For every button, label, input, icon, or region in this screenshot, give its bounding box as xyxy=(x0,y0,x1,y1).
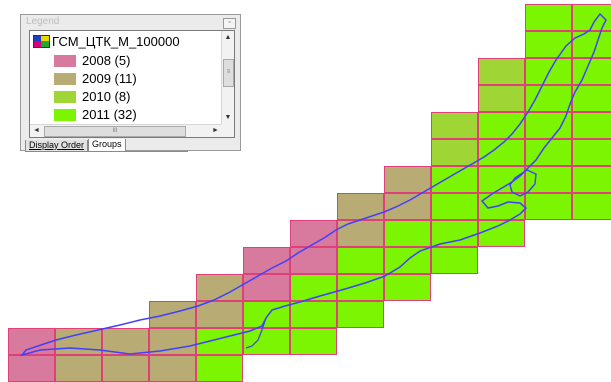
map-tile xyxy=(572,31,611,58)
map-tile xyxy=(149,355,196,382)
map-tile xyxy=(431,139,478,166)
tab-display-order[interactable]: Display Order xyxy=(25,140,89,152)
scrollbar-corner xyxy=(221,124,234,137)
map-tile xyxy=(572,139,611,166)
scroll-up-icon[interactable]: ▲ xyxy=(224,34,232,41)
legend-class-2009: 2009 (11) xyxy=(54,70,137,87)
legend-title: Legend xyxy=(26,16,60,27)
map-tile xyxy=(8,355,55,382)
scroll-right-icon[interactable]: ► xyxy=(212,127,219,134)
legend-class-2008: 2008 (5) xyxy=(54,52,130,69)
map-tile xyxy=(431,166,478,193)
legend-horizontal-scrollbar[interactable]: ◄ III ► xyxy=(30,124,222,137)
legend-layer-row[interactable]: ГСМ_ЦТК_М_100000 xyxy=(33,33,180,50)
island-path xyxy=(509,169,537,197)
map-tile xyxy=(572,193,611,220)
map-tile xyxy=(290,301,337,328)
map-tile xyxy=(478,85,525,112)
map-tile xyxy=(525,85,572,112)
map-tile xyxy=(55,355,102,382)
class-label: 2011 (32) xyxy=(82,107,137,122)
swatch-2009 xyxy=(54,72,76,85)
map-tile xyxy=(525,31,572,58)
map-tile xyxy=(525,193,572,220)
map-tile xyxy=(337,301,384,328)
map-tile xyxy=(384,166,431,193)
legend-tabs: Display Order Groups xyxy=(25,139,188,152)
legend-content: ГСМ_ЦТК_М_100000 2008 (5) 2009 (11) 2010… xyxy=(29,30,235,138)
map-tile xyxy=(431,112,478,139)
map-tile xyxy=(290,220,337,247)
map-tile xyxy=(384,274,431,301)
legend-vertical-scrollbar[interactable]: ▲ ≡ ▼ xyxy=(221,31,234,124)
legend-class-2010: 2010 (8) xyxy=(54,88,130,105)
vertical-scroll-thumb[interactable]: ≡ xyxy=(223,59,234,87)
scroll-left-icon[interactable]: ◄ xyxy=(33,127,40,134)
map-tile xyxy=(243,328,290,355)
shoreline-detail-path xyxy=(245,317,267,349)
map-tile xyxy=(290,247,337,274)
map-tile xyxy=(243,301,290,328)
class-label: 2008 (5) xyxy=(82,53,131,68)
map-tile xyxy=(431,220,478,247)
map-tile xyxy=(290,274,337,301)
tab-groups[interactable]: Groups xyxy=(88,139,126,152)
shoreline-path xyxy=(19,12,607,357)
swatch-2010 xyxy=(54,90,76,103)
map-tile xyxy=(243,247,290,274)
map-tile xyxy=(337,274,384,301)
tab-strip-fill xyxy=(125,140,188,152)
map-tile xyxy=(102,328,149,355)
legend-window[interactable]: Legend ▫ ГСМ_ЦТК_М_100000 2008 (5) 2009 … xyxy=(20,14,241,152)
map-tile xyxy=(572,85,611,112)
map-tile xyxy=(55,328,102,355)
class-label: 2010 (8) xyxy=(82,89,131,104)
map-tile xyxy=(196,328,243,355)
map-tile xyxy=(478,58,525,85)
map-tile xyxy=(196,355,243,382)
horizontal-scroll-thumb[interactable]: III xyxy=(44,126,186,137)
map-tile xyxy=(384,193,431,220)
map-tile xyxy=(525,112,572,139)
map-tile xyxy=(8,328,55,355)
map-tile xyxy=(525,166,572,193)
scroll-down-icon[interactable]: ▼ xyxy=(224,114,232,121)
swatch-2008 xyxy=(54,54,76,67)
map-tile xyxy=(337,247,384,274)
map-tile xyxy=(572,166,611,193)
map-tile xyxy=(149,301,196,328)
map-tile xyxy=(196,301,243,328)
legend-class-2011: 2011 (32) xyxy=(54,106,137,123)
class-label: 2009 (11) xyxy=(82,71,137,86)
legend-close-button[interactable]: ▫ xyxy=(223,18,236,29)
map-tile xyxy=(290,328,337,355)
map-tile xyxy=(572,112,611,139)
swatch-2011 xyxy=(54,108,76,121)
map-tile xyxy=(431,193,478,220)
layer-name: ГСМ_ЦТК_М_100000 xyxy=(52,34,180,49)
map-tile xyxy=(384,220,431,247)
map-tile xyxy=(431,247,478,274)
map-tile xyxy=(149,328,196,355)
map-tile xyxy=(243,274,290,301)
map-tile xyxy=(525,4,572,31)
map-tile xyxy=(478,112,525,139)
layer-symbol-icon xyxy=(33,35,50,48)
